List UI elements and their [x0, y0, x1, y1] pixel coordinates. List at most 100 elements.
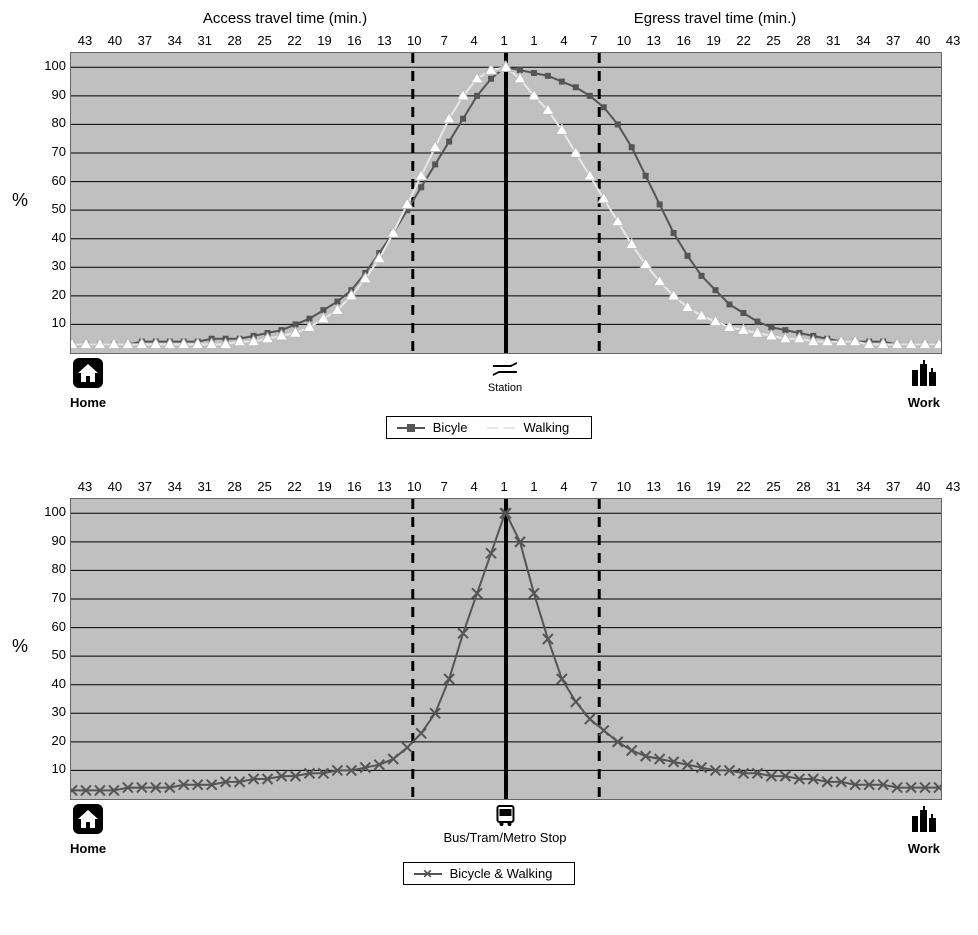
titles-row: Access travel time (min.) Egress travel …: [70, 10, 968, 27]
x-tick: 25: [250, 479, 280, 494]
y-tick: 40: [34, 230, 66, 245]
x-tick: 13: [639, 33, 669, 48]
x-tick: 43: [70, 33, 100, 48]
x-tick: 28: [220, 33, 250, 48]
bus-icon: [494, 804, 516, 828]
x-tick: 28: [789, 33, 819, 48]
x-tick: 22: [729, 479, 759, 494]
y-tick: 70: [34, 144, 66, 159]
x-tick: 40: [100, 33, 130, 48]
y-tick: 100: [34, 58, 66, 73]
legend-label: Walking: [523, 420, 569, 435]
work-icon: [909, 804, 939, 834]
x-tick: 4: [459, 479, 489, 494]
x-tick: 43: [938, 33, 968, 48]
x-tick: 22: [280, 479, 310, 494]
y-tick: 30: [34, 258, 66, 273]
x-tick: 25: [250, 33, 280, 48]
x-tick: 10: [609, 33, 639, 48]
x-tick: 37: [130, 479, 160, 494]
x-tick: 40: [100, 479, 130, 494]
y-tick: 20: [34, 733, 66, 748]
x-tick: 19: [699, 33, 729, 48]
y-tick: 10: [34, 761, 66, 776]
work-icon-block-2: Work: [908, 804, 940, 856]
x-tick: 28: [220, 479, 250, 494]
legend-top: Bicyle Walking: [386, 416, 592, 439]
x-tick: 25: [759, 33, 789, 48]
y-tick: 70: [34, 590, 66, 605]
station-label: Station: [488, 382, 522, 394]
legend-bottom: ✕ Bicycle & Walking: [403, 862, 576, 885]
x-tick: 10: [399, 479, 429, 494]
x-tick: 19: [699, 479, 729, 494]
work-icon-block: Work: [908, 358, 940, 410]
x-tick: 19: [310, 479, 340, 494]
chart-top-block: Access travel time (min.) Egress travel …: [10, 10, 968, 439]
x-tick: 19: [310, 33, 340, 48]
y-tick: 100: [34, 504, 66, 519]
x-tick: 34: [848, 479, 878, 494]
x-tick: 16: [339, 479, 369, 494]
x-tick: 16: [669, 479, 699, 494]
legend-swatch: [487, 421, 515, 435]
bus-icon-block: Bus/Tram/Metro Stop: [443, 804, 566, 845]
chart-bottom-block: 4340373431282522191613107411471013161922…: [10, 479, 968, 885]
x-tick: 13: [369, 479, 399, 494]
x-tick: 13: [369, 33, 399, 48]
bus-stop-label: Bus/Tram/Metro Stop: [443, 830, 566, 845]
x-tick: 4: [549, 479, 579, 494]
access-title: Access travel time (min.): [70, 10, 500, 27]
station-icon: [491, 358, 519, 380]
y-tick: 10: [34, 315, 66, 330]
home-icon-block: Home: [70, 358, 106, 410]
x-tick: 4: [549, 33, 579, 48]
x-tick: 10: [399, 33, 429, 48]
y-axis-label: %: [12, 190, 28, 211]
work-icon: [909, 358, 939, 388]
x-tick: 16: [669, 33, 699, 48]
home-label-2: Home: [70, 841, 106, 856]
x-tick: 43: [938, 479, 968, 494]
x-tick: 34: [848, 33, 878, 48]
x-tick: 31: [190, 33, 220, 48]
egress-title: Egress travel time (min.): [500, 10, 930, 27]
y-tick: 90: [34, 533, 66, 548]
x-tick: 1: [489, 33, 519, 48]
x-tick: 13: [639, 479, 669, 494]
home-icon: [73, 358, 103, 388]
x-tick: 7: [579, 33, 609, 48]
x-tick: 37: [878, 479, 908, 494]
y-axis-label-2: %: [12, 636, 28, 657]
y-tick: 40: [34, 676, 66, 691]
y-tick: 50: [34, 647, 66, 662]
chart-area-top: [70, 52, 942, 354]
x-tick: 31: [190, 479, 220, 494]
x-tick: 1: [489, 479, 519, 494]
x-tick: 34: [160, 479, 190, 494]
x-axis-bottom: 4340373431282522191613107411471013161922…: [70, 479, 968, 494]
x-tick: 25: [759, 479, 789, 494]
x-tick: 40: [908, 33, 938, 48]
x-tick: 31: [818, 479, 848, 494]
x-tick: 7: [579, 479, 609, 494]
station-icon-block: Station: [488, 358, 522, 394]
x-axis-top: 4340373431282522191613107411471013161922…: [70, 33, 968, 48]
y-tick: 90: [34, 87, 66, 102]
home-label: Home: [70, 395, 106, 410]
x-tick: 7: [429, 33, 459, 48]
y-tick: 80: [34, 561, 66, 576]
legend-label: Bicyle: [433, 420, 468, 435]
legend-swatch: ✕: [414, 867, 442, 881]
x-tick: 1: [519, 33, 549, 48]
legend-label: Bicycle & Walking: [450, 866, 553, 881]
chart-area-bottom: [70, 498, 942, 800]
work-label: Work: [908, 395, 940, 410]
work-label-2: Work: [908, 841, 940, 856]
x-tick: 4: [459, 33, 489, 48]
x-tick: 22: [729, 33, 759, 48]
home-icon: [73, 804, 103, 834]
home-icon-block-2: Home: [70, 804, 106, 856]
x-tick: 22: [280, 33, 310, 48]
x-tick: 28: [789, 479, 819, 494]
